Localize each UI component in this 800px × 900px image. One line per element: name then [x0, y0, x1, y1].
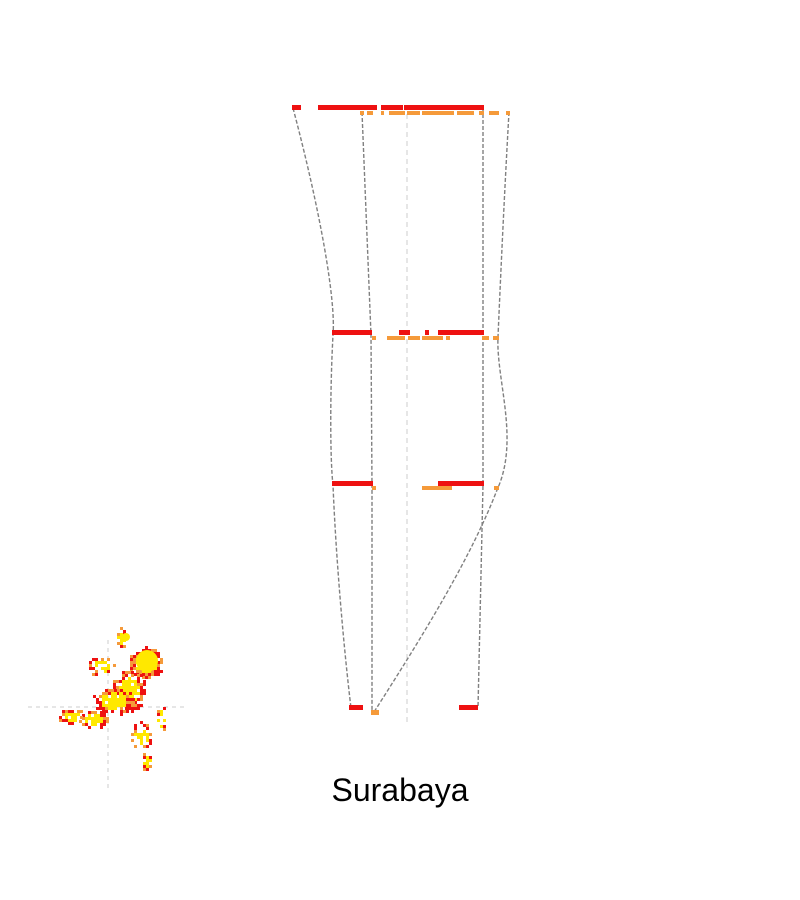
- level-4-red-1: [349, 705, 363, 710]
- level-1-orange-5: [407, 111, 420, 115]
- level-4-segments: [349, 705, 478, 715]
- level-1-red-3: [381, 105, 403, 110]
- connector-outer-right: [373, 111, 510, 713]
- level-3-red-1: [332, 481, 373, 486]
- level-1-orange-7: [457, 111, 474, 115]
- level-2-red-1: [332, 330, 372, 335]
- level-2-orange-6: [482, 336, 489, 340]
- connector-inner-right: [477, 108, 484, 709]
- level-2-orange-7: [493, 336, 499, 340]
- level-1-orange-2: [367, 111, 373, 115]
- level-2-orange-3: [408, 336, 420, 340]
- level-2-orange-4: [422, 336, 443, 340]
- connector-inner-left: [361, 111, 373, 712]
- level-2-orange-1: [372, 336, 376, 340]
- level-1-orange-3: [381, 111, 384, 115]
- connectors: [292, 107, 510, 713]
- level-1-orange-9: [489, 111, 499, 115]
- level-3-segments: [332, 481, 499, 490]
- inset-city-map: [59, 627, 166, 771]
- level-3-orange-3: [494, 486, 499, 490]
- level-2-red-4: [438, 330, 484, 335]
- city-title: Surabaya: [331, 772, 469, 808]
- level-4-orange-1: [371, 710, 379, 715]
- level-2-segments: [332, 330, 499, 340]
- level-3-orange-2: [422, 486, 452, 490]
- level-3-orange-1: [372, 486, 376, 490]
- level-1-orange-4: [389, 111, 405, 115]
- level-2-orange-2: [387, 336, 405, 340]
- level-3-red-2: [438, 481, 484, 486]
- level-1-segments: [292, 105, 510, 115]
- level-2-red-2: [399, 330, 410, 335]
- level-1-red-2: [318, 105, 377, 110]
- level-4-red-2: [459, 705, 478, 710]
- inset-crosshair: [28, 640, 188, 790]
- level-1-orange-6: [422, 111, 454, 115]
- connector-outer-left: [292, 107, 352, 709]
- level-1-orange-10: [506, 111, 510, 115]
- level-1-red-4: [404, 105, 484, 110]
- level-1-orange-1: [360, 111, 364, 115]
- level-1-orange-8: [479, 111, 484, 115]
- level-2-red-3: [425, 330, 429, 335]
- level-1-red-1: [292, 105, 301, 110]
- level-2-orange-5: [446, 336, 450, 340]
